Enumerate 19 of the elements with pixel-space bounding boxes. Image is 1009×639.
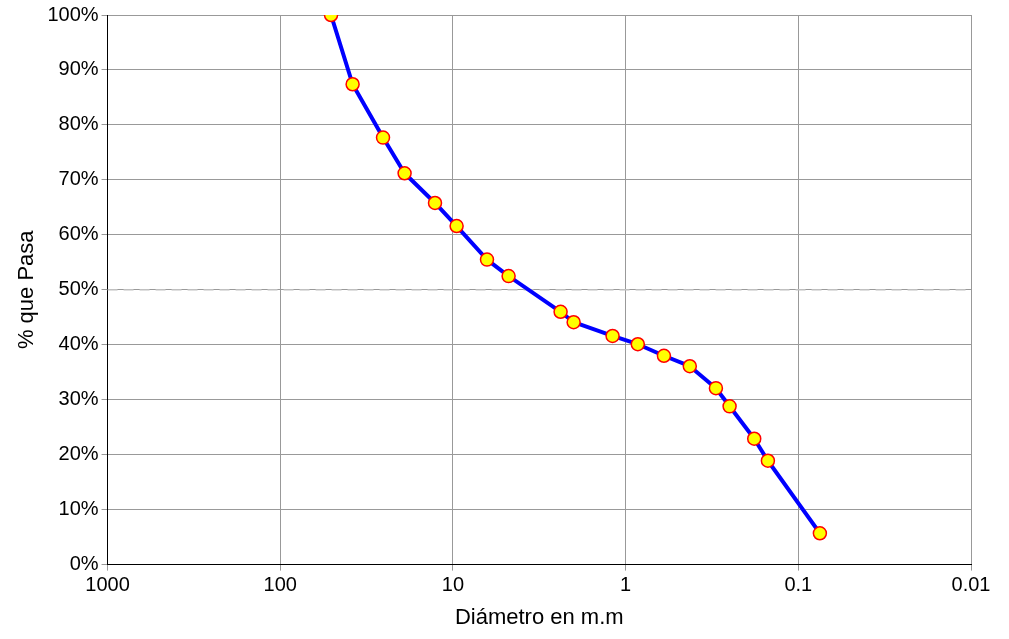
y-tick-label: 30%	[58, 387, 99, 410]
x-tick-label: 1000	[85, 573, 130, 596]
y-tick-label: 100%	[47, 2, 99, 25]
x-tick-label: 100	[263, 573, 297, 596]
y-tick-label: 0%	[69, 552, 99, 575]
x-tick-label: 0.01	[951, 573, 991, 596]
y-tick-label: 50%	[58, 277, 99, 300]
y-tick-label: 40%	[58, 332, 99, 355]
x-tick-label: 10	[441, 573, 465, 596]
y-tick-label: 10%	[58, 497, 99, 520]
y-tick-label: 60%	[58, 222, 99, 245]
y-tick-label: 20%	[58, 442, 99, 465]
y-tick-label: 80%	[58, 112, 99, 135]
y-axis-title: % que Pasa	[13, 229, 39, 350]
x-axis-title: Diámetro en m.m	[454, 603, 624, 629]
x-tick-label: 1	[620, 573, 632, 596]
x-tick-label: 0.1	[784, 573, 813, 596]
y-tick-label: 90%	[58, 57, 99, 80]
y-tick-label: 70%	[58, 167, 99, 190]
